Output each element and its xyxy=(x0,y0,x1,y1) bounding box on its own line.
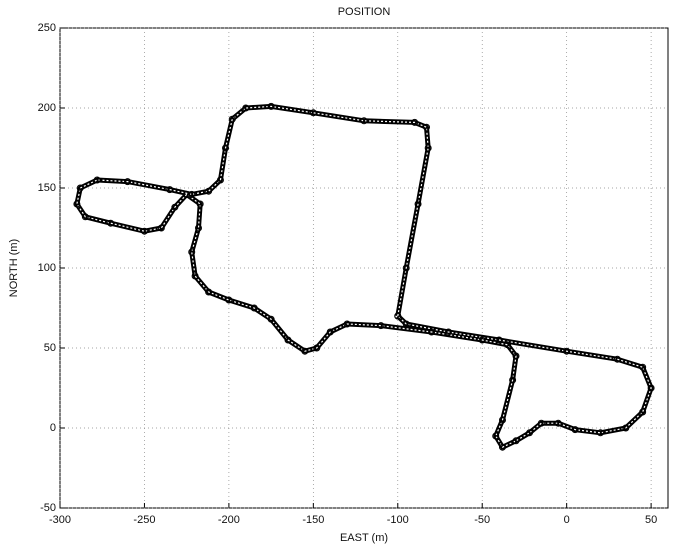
position-marker xyxy=(512,437,520,445)
position-marker xyxy=(622,424,630,432)
position-marker xyxy=(402,320,410,328)
position-marker xyxy=(639,363,647,371)
chart-title: POSITION xyxy=(338,6,391,18)
position-marker xyxy=(571,426,579,434)
x-tick-label: -150 xyxy=(302,514,324,526)
position-marker xyxy=(250,304,258,312)
position-marker xyxy=(414,200,422,208)
position-marker xyxy=(157,224,165,232)
position-marker xyxy=(228,115,236,123)
position-marker xyxy=(188,248,196,256)
position-marker xyxy=(313,344,321,352)
y-tick-label: 150 xyxy=(38,182,56,194)
y-tick-label: 200 xyxy=(38,102,56,114)
position-marker xyxy=(73,200,81,208)
x-tick-label: -50 xyxy=(474,514,490,526)
position-marker xyxy=(563,347,571,355)
position-marker xyxy=(140,227,148,235)
position-marker xyxy=(216,176,224,184)
position-marker xyxy=(188,190,196,198)
position-marker xyxy=(444,328,452,336)
position-marker xyxy=(509,376,517,384)
y-tick-label: 50 xyxy=(44,342,56,354)
position-marker xyxy=(205,187,213,195)
x-tick-label: -100 xyxy=(387,514,409,526)
position-marker xyxy=(498,443,506,451)
position-marker xyxy=(205,288,213,296)
position-marker xyxy=(222,144,230,152)
trajectory-core xyxy=(76,105,652,448)
position-marker xyxy=(343,320,351,328)
x-tick-label: 50 xyxy=(645,514,657,526)
position-marker xyxy=(76,184,84,192)
position-marker xyxy=(422,123,430,131)
position-marker xyxy=(424,144,432,152)
position-marker xyxy=(301,347,309,355)
position-marker xyxy=(554,419,562,427)
position-marker xyxy=(411,118,419,126)
position-marker xyxy=(360,117,368,125)
trajectory-line xyxy=(74,103,654,450)
position-marker xyxy=(428,328,436,336)
position-marker xyxy=(537,419,545,427)
position-marker xyxy=(647,384,655,392)
position-marker xyxy=(498,416,506,424)
x-axis-label: EAST (m) xyxy=(340,532,388,544)
position-marker xyxy=(639,408,647,416)
position-marker xyxy=(107,219,115,227)
x-tick-label: -300 xyxy=(49,514,71,526)
x-tick-label: 0 xyxy=(564,514,570,526)
position-marker xyxy=(267,102,275,110)
position-marker xyxy=(81,213,89,221)
position-marker xyxy=(402,264,410,272)
x-tick-label: -200 xyxy=(218,514,240,526)
y-tick-label: 100 xyxy=(38,262,56,274)
position-marker xyxy=(478,336,486,344)
position-marker xyxy=(512,352,520,360)
position-marker xyxy=(225,296,233,304)
position-marker xyxy=(284,336,292,344)
y-tick-label: 250 xyxy=(38,22,56,34)
position-marker xyxy=(526,429,534,437)
position-marker xyxy=(492,432,500,440)
position-marker xyxy=(191,272,199,280)
position-marker xyxy=(394,312,402,320)
position-marker xyxy=(183,190,191,198)
y-tick-label: -50 xyxy=(40,502,56,514)
position-marker xyxy=(242,104,250,112)
x-tick-label: -250 xyxy=(133,514,155,526)
position-marker xyxy=(504,341,512,349)
position-marker xyxy=(93,176,101,184)
position-marker xyxy=(377,322,385,330)
y-tick-label: 0 xyxy=(50,422,56,434)
position-marker xyxy=(267,315,275,323)
position-marker xyxy=(194,224,202,232)
position-marker xyxy=(326,328,334,336)
position-marker xyxy=(309,109,317,117)
y-axis-label: NORTH (m) xyxy=(8,239,20,297)
position-marker xyxy=(495,336,503,344)
position-marker xyxy=(196,200,204,208)
position-marker xyxy=(596,429,604,437)
position-marker xyxy=(171,203,179,211)
position-marker xyxy=(166,186,174,194)
position-marker xyxy=(124,178,132,186)
position-marker xyxy=(613,355,621,363)
